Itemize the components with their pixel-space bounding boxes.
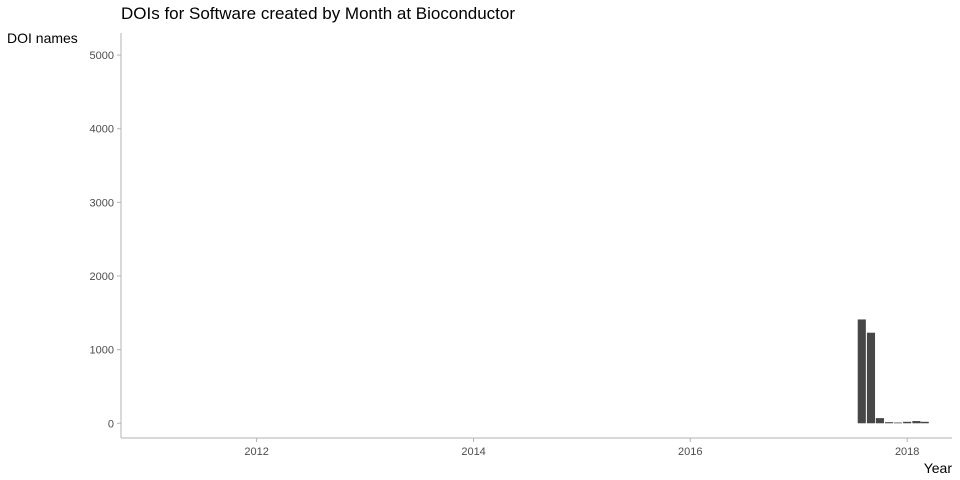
y-tick-label: 2000: [90, 271, 114, 283]
x-tick-label: 2018: [895, 446, 919, 458]
bar: [893, 422, 903, 424]
bar: [912, 421, 921, 424]
bar: [866, 332, 876, 424]
x-tick-label: 2014: [461, 446, 485, 458]
x-axis-label: Year: [923, 460, 952, 476]
bar: [903, 421, 912, 424]
chart-title: DOIs for Software created by Month at Bi…: [121, 4, 516, 23]
y-tick-label: 3000: [90, 197, 114, 209]
x-tick-label: 2012: [244, 446, 268, 458]
bar: [885, 422, 894, 424]
x-tick-label: 2016: [678, 446, 702, 458]
bar: [857, 319, 866, 424]
y-tick-label: 1000: [90, 345, 114, 357]
bar: [875, 418, 884, 424]
y-tick-label: 5000: [90, 50, 114, 62]
y-tick-label: 0: [108, 418, 114, 430]
y-tick-label: 4000: [90, 124, 114, 136]
y-axis-label: DOI names: [7, 30, 78, 46]
bar: [920, 421, 929, 424]
